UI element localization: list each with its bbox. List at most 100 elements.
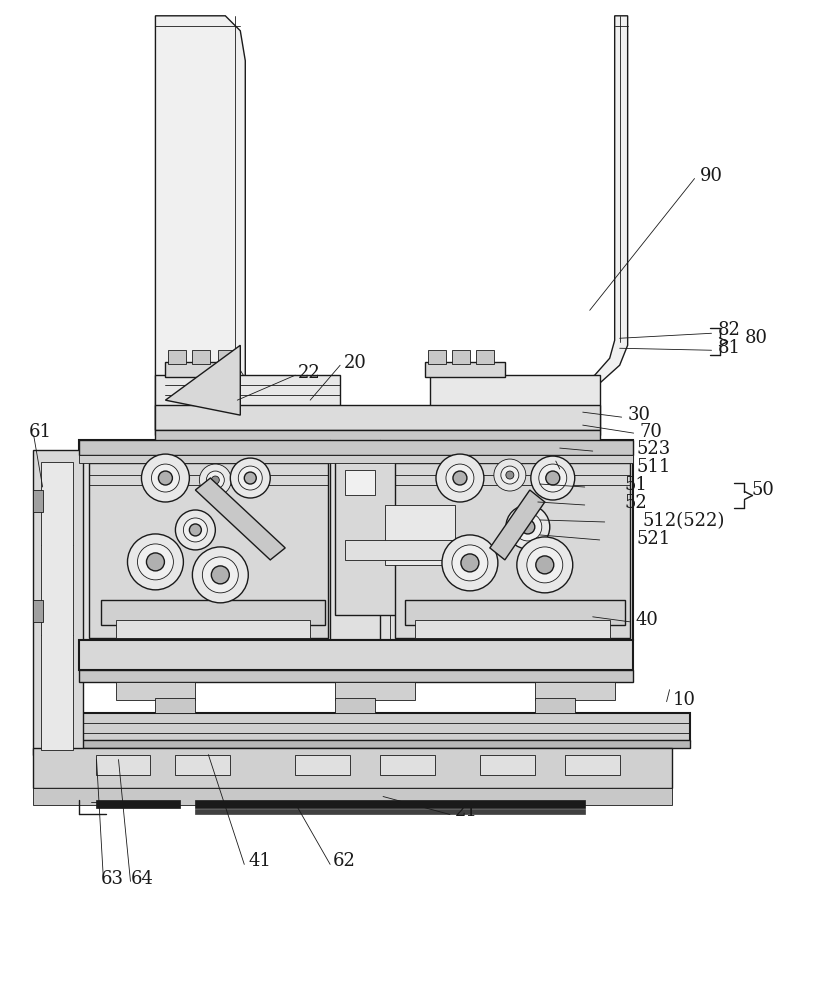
Circle shape: [152, 464, 179, 492]
Circle shape: [452, 545, 488, 581]
Bar: [295, 755, 350, 775]
Bar: [395, 463, 629, 638]
Circle shape: [245, 472, 256, 484]
Bar: [33, 600, 43, 622]
Text: 70: 70: [639, 423, 663, 441]
Text: 20: 20: [344, 354, 367, 372]
Circle shape: [514, 513, 542, 541]
Circle shape: [193, 547, 248, 603]
Text: 22: 22: [298, 364, 321, 382]
Bar: [89, 463, 328, 638]
Circle shape: [535, 556, 554, 574]
Text: 90: 90: [700, 167, 722, 185]
Bar: [165, 362, 225, 377]
Bar: [96, 755, 151, 775]
Bar: [380, 755, 435, 775]
Bar: [430, 375, 600, 435]
Text: 21: 21: [455, 802, 478, 820]
Circle shape: [521, 520, 535, 534]
Text: 41: 41: [248, 852, 272, 870]
Bar: [476, 350, 494, 364]
Bar: [168, 350, 186, 364]
Polygon shape: [165, 345, 241, 415]
Bar: [79, 440, 633, 455]
Bar: [155, 405, 600, 430]
Bar: [385, 505, 455, 565]
Circle shape: [442, 535, 498, 591]
Bar: [33, 748, 671, 788]
Bar: [335, 698, 375, 713]
Bar: [425, 362, 504, 377]
Text: 10: 10: [673, 691, 696, 709]
Circle shape: [230, 458, 270, 498]
Bar: [50, 740, 690, 748]
Bar: [79, 670, 633, 682]
Text: 63: 63: [101, 870, 123, 888]
Bar: [33, 490, 43, 512]
Bar: [116, 620, 310, 638]
Bar: [116, 682, 195, 700]
Circle shape: [506, 471, 514, 479]
Text: 52: 52: [624, 494, 648, 512]
Bar: [79, 640, 633, 670]
Text: 81: 81: [717, 339, 741, 357]
Bar: [565, 755, 619, 775]
Circle shape: [189, 524, 201, 536]
Text: 521: 521: [637, 530, 671, 548]
Bar: [219, 350, 236, 364]
Bar: [155, 375, 340, 435]
Circle shape: [539, 464, 566, 492]
Circle shape: [147, 553, 164, 571]
Bar: [155, 698, 195, 713]
Bar: [96, 800, 180, 808]
Bar: [195, 809, 585, 814]
Text: 80: 80: [744, 329, 768, 347]
Polygon shape: [545, 16, 628, 400]
Circle shape: [461, 554, 478, 572]
Circle shape: [127, 534, 184, 590]
Text: 64: 64: [131, 870, 153, 888]
Circle shape: [184, 518, 207, 542]
Circle shape: [206, 471, 225, 489]
Bar: [40, 462, 73, 750]
Bar: [415, 620, 610, 638]
Circle shape: [202, 557, 238, 593]
Circle shape: [436, 454, 484, 502]
Circle shape: [199, 464, 231, 496]
Polygon shape: [155, 16, 266, 430]
Bar: [33, 788, 671, 805]
Bar: [101, 600, 325, 625]
Circle shape: [453, 471, 467, 485]
Bar: [195, 800, 585, 808]
Text: 50: 50: [752, 481, 774, 499]
Bar: [480, 755, 535, 775]
Circle shape: [446, 464, 474, 492]
Circle shape: [494, 459, 525, 491]
Polygon shape: [490, 490, 545, 560]
Circle shape: [158, 471, 173, 485]
Circle shape: [527, 547, 563, 583]
Text: 51: 51: [624, 476, 648, 494]
Circle shape: [211, 476, 220, 484]
Bar: [79, 455, 633, 463]
Text: 523: 523: [637, 440, 671, 458]
Circle shape: [211, 566, 230, 584]
Text: 512(522): 512(522): [643, 512, 725, 530]
Bar: [535, 682, 615, 700]
Circle shape: [530, 456, 575, 500]
Text: 40: 40: [636, 611, 659, 629]
Bar: [535, 698, 575, 713]
Bar: [452, 350, 470, 364]
Bar: [193, 350, 210, 364]
Bar: [175, 755, 230, 775]
Circle shape: [142, 454, 189, 502]
Bar: [33, 450, 83, 755]
Circle shape: [506, 505, 550, 549]
Circle shape: [238, 466, 262, 490]
Bar: [345, 470, 375, 495]
Circle shape: [175, 510, 215, 550]
Circle shape: [517, 537, 572, 593]
Bar: [335, 682, 415, 700]
Text: 511: 511: [637, 458, 671, 476]
Bar: [345, 540, 485, 560]
